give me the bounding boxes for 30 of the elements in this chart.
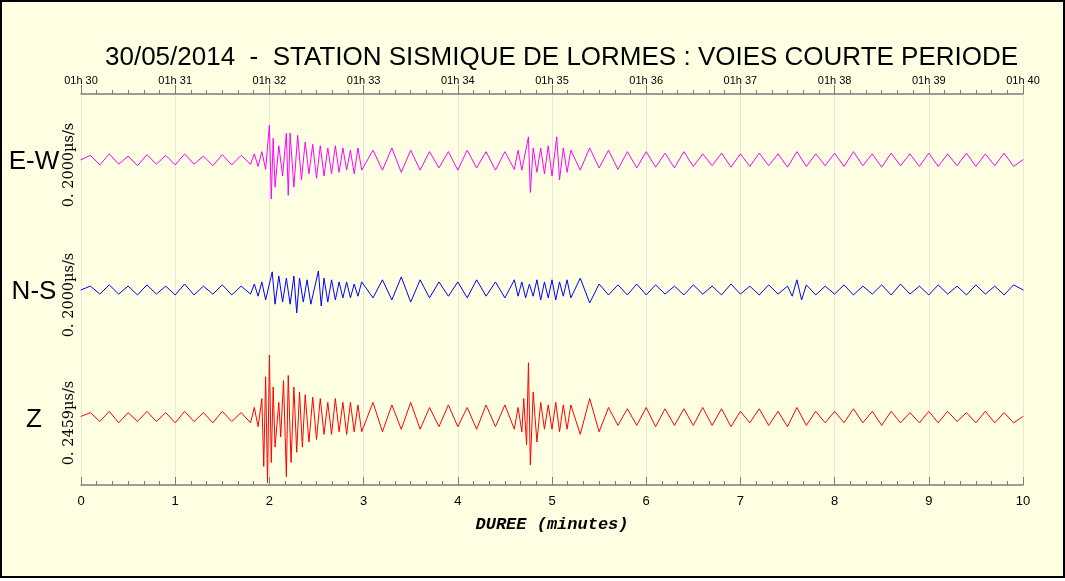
y-axis-title: 0. 2000µs/s	[60, 252, 76, 338]
x-tick-label: 5	[548, 493, 556, 508]
series-label: N-S	[11, 275, 57, 305]
x2-tick-label: 01h 35	[535, 73, 569, 86]
y-axis-title: 0. 2459µs/s	[60, 380, 76, 466]
series-label: Z	[26, 403, 43, 433]
x-tick-label: 8	[830, 493, 839, 508]
series-label: E-W	[8, 145, 60, 175]
x2-tick-label: 01h 40	[1006, 73, 1040, 86]
x-tick-label: 7	[736, 493, 745, 508]
x2-tick-label: 01h 33	[346, 73, 381, 86]
x2-tick-label: 01h 36	[629, 73, 664, 86]
x2-tick-label: 01h 39	[911, 73, 946, 86]
x2-tick-label: 01h 31	[158, 73, 193, 86]
x2-tick-label: 01h 34	[440, 73, 475, 86]
y-axis-title: 0. 2000µs/s	[60, 122, 76, 208]
x2-tick-label: 01h 37	[723, 73, 758, 86]
x2-tick-label: 01h 32	[252, 73, 287, 86]
x2-tick-label: 01h 30	[64, 73, 98, 86]
x-axis-title: DUREE (minutes)	[475, 515, 629, 534]
x-tick-label: 9	[925, 493, 933, 508]
chart-title: 30/05/2014 - STATION SISMIQUE DE LORMES : VOIES COURTE PERIODE	[105, 41, 1019, 71]
x-tick-label: 10	[1015, 493, 1031, 508]
x-tick-label: 1	[171, 493, 179, 508]
x-tick-label: 4	[454, 493, 462, 508]
x-tick-label: 0	[77, 493, 85, 508]
x-tick-label: 3	[359, 493, 368, 508]
x-tick-label: 6	[642, 493, 650, 508]
x-tick-label: 2	[265, 493, 274, 508]
x2-tick-label: 01h 38	[817, 73, 852, 86]
